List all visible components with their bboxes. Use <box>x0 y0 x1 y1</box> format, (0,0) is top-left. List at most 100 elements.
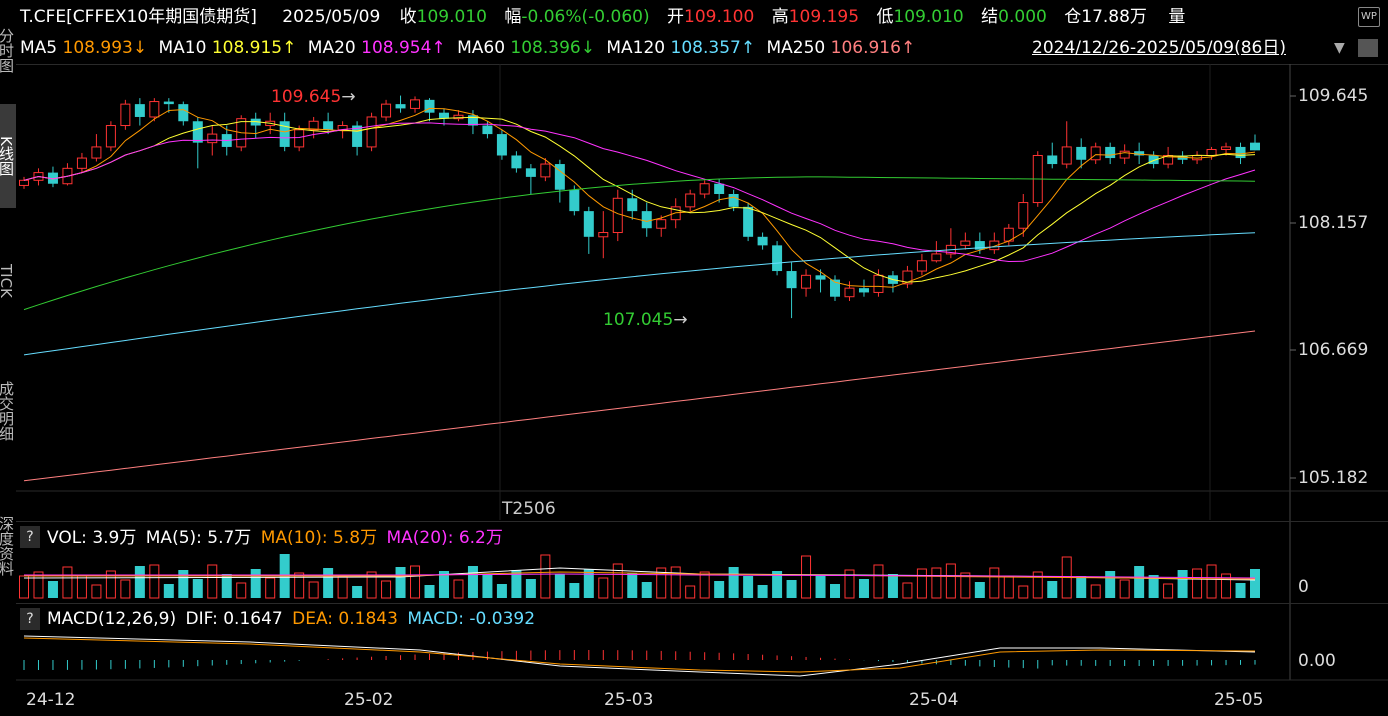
candle-body-up <box>960 240 971 246</box>
candle-body-up <box>207 133 218 144</box>
high-annotation: 109.645→ <box>271 87 356 107</box>
volume-bar-down <box>714 581 725 598</box>
ma120-value: 108.357↑ <box>670 38 756 58</box>
contract-label: T2506 <box>502 499 556 519</box>
quote-date: 2025/05/09 <box>282 7 381 27</box>
app-logo: WP <box>1358 7 1380 27</box>
candle-body-up <box>381 103 392 118</box>
volume-bar-down <box>1250 569 1260 598</box>
volume-bar-down <box>728 567 739 598</box>
candle-body-up <box>902 270 913 285</box>
candle-body-down <box>134 104 145 117</box>
volume-bar-up <box>1163 583 1174 599</box>
volume-bar-up <box>1090 584 1101 599</box>
tab-tick[interactable]: TICK <box>0 264 15 298</box>
ma10-line <box>23 116 1256 283</box>
candle-body-down <box>569 189 580 212</box>
volume-bar-down <box>424 585 435 598</box>
candle-body-up <box>685 193 696 208</box>
high-label: 高 <box>771 7 789 27</box>
candle-body-down <box>772 245 783 272</box>
candle-body-down <box>728 194 739 207</box>
candle-body-down <box>974 241 985 250</box>
volume-bar-down <box>525 579 536 598</box>
macd-help-button[interactable]: ? <box>20 608 40 630</box>
candle-body-up <box>873 274 884 293</box>
volume-bar-down <box>858 579 869 598</box>
candle-body-up <box>366 116 377 148</box>
ma120-label: MA120 <box>606 38 666 58</box>
left-tab-strip: 分时图 K线图 TICK 成交明细 深度资料 <box>0 0 16 610</box>
volume-bar-down <box>641 582 652 598</box>
volume-bar-down <box>323 568 334 598</box>
quote-header: T.CFE[CFFEX10年期国债期货] 2025/05/09 收109.010… <box>20 7 1185 27</box>
candle-body-up <box>699 183 710 195</box>
tab-depth-info[interactable]: 深度资料 <box>0 516 15 576</box>
volume-bar-down <box>511 570 522 598</box>
date-range-selector[interactable]: 2024/12/26-2025/05/09(86日) <box>1032 38 1286 58</box>
window-menu-icon[interactable] <box>1358 39 1378 57</box>
candle-body-down <box>757 236 768 246</box>
ma20-line <box>23 122 1256 263</box>
candle-body-up <box>294 129 305 148</box>
ma60-label: MA60 <box>457 38 506 58</box>
macd-dea: DEA: 0.1843 <box>292 609 398 629</box>
close-value: 109.010 <box>416 7 487 27</box>
volume-bar-down <box>830 584 841 598</box>
volume-bar-down <box>1134 566 1145 598</box>
tab-time-chart[interactable]: 分时图 <box>0 27 15 73</box>
volume-axis-label: 0 <box>1298 577 1309 597</box>
volume-bar-down <box>134 566 145 598</box>
candle-body-down <box>815 275 826 280</box>
volume-bar-up <box>1032 571 1043 599</box>
ma5-line <box>23 107 1256 288</box>
ma20-label: MA20 <box>307 38 356 58</box>
dropdown-arrow-icon[interactable]: ▼ <box>1334 40 1345 56</box>
ma250-value: 106.916↑ <box>830 38 916 58</box>
vol-ma10: MA(10): 5.8万 <box>260 528 378 548</box>
macd-dea-line <box>23 637 1256 673</box>
macd-axis-label: 0.00 <box>1298 651 1336 671</box>
volume-bar-up <box>1206 564 1217 599</box>
candle-body-down <box>467 115 478 126</box>
volume-bar-down <box>467 566 478 598</box>
volume-ma10-line <box>24 571 1256 580</box>
volume-bar-up <box>149 564 160 599</box>
open-value: 109.100 <box>684 7 755 27</box>
volume-legend: VOL: 3.9万 MA(5): 5.7万 MA(10): 5.8万 MA(20… <box>47 528 503 548</box>
volume-bar-up <box>873 564 884 599</box>
candle-body-up <box>105 125 116 148</box>
candle-body-up <box>308 120 319 131</box>
volume-bar-up <box>540 554 551 599</box>
candle-body-down <box>323 121 334 130</box>
candle-body-down <box>1134 151 1145 156</box>
volume-bar-down <box>583 569 594 598</box>
volume-bar-down <box>192 579 203 598</box>
volume-help-button[interactable]: ? <box>20 526 40 548</box>
volume-bar-down <box>1235 583 1246 598</box>
symbol-name: T.CFE[CFFEX10年期国债期货] <box>20 7 257 27</box>
open-interest-label: 仓 <box>1064 7 1082 27</box>
candle-body-down <box>714 183 725 195</box>
ma20-value: 108.954↑ <box>361 38 446 58</box>
candle-body-down <box>192 121 203 143</box>
candle-body-up <box>844 287 855 298</box>
candle-body-down <box>438 112 449 119</box>
volume-bar-up <box>1221 573 1232 599</box>
candle-body-up <box>1221 146 1232 150</box>
ma60-line <box>23 176 1256 311</box>
tab-trade-detail[interactable]: 成交明细 <box>0 381 15 441</box>
tab-kline-chart[interactable]: K线图 <box>0 104 16 208</box>
candle-body-down <box>352 125 363 147</box>
macd-title: MACD(12,26,9) <box>47 609 177 629</box>
volume-bar-up <box>294 572 305 599</box>
volume-bar-down <box>743 576 754 598</box>
candle-body-down <box>554 164 565 190</box>
candle-body-up <box>916 260 927 272</box>
volume-bar-down <box>438 571 449 598</box>
volume-bar-down <box>1047 581 1058 598</box>
volume-bar-up <box>308 581 319 599</box>
high-value: 109.195 <box>788 7 860 27</box>
volume-bar-up <box>612 563 623 599</box>
